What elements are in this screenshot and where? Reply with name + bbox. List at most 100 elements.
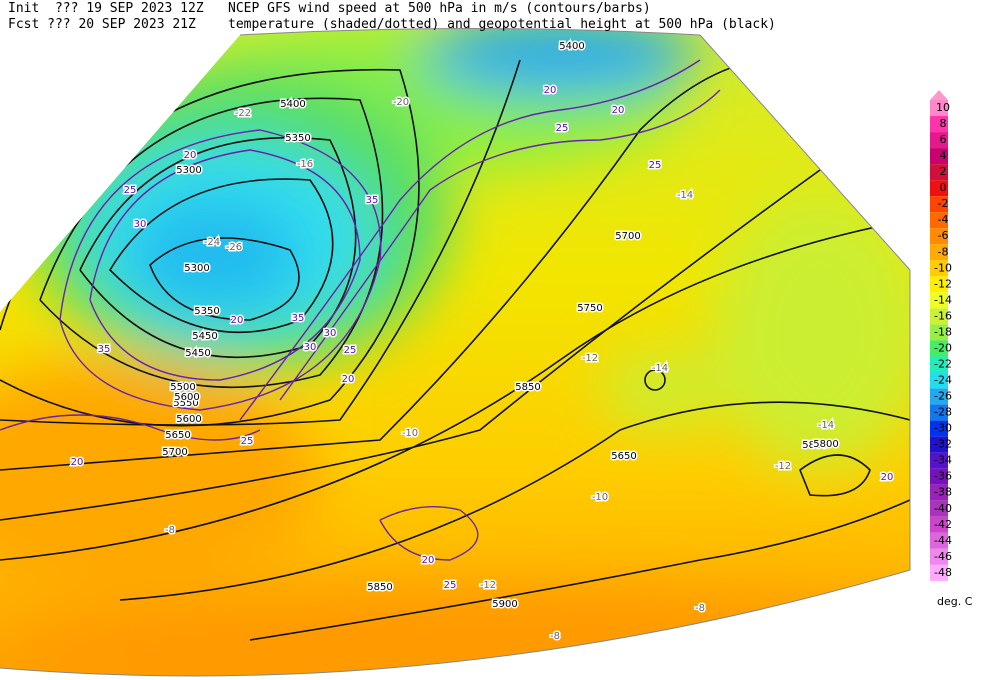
- wind-label: 25: [344, 345, 357, 356]
- height-contours: [0, 59, 910, 641]
- colorbar-swatch: [930, 500, 948, 517]
- height-label: 5350: [194, 306, 219, 317]
- colorbar-label: -42: [934, 518, 952, 531]
- colorbar-swatch: [930, 484, 948, 501]
- colorbar-swatch: [930, 148, 948, 165]
- colorbar-label: 2: [940, 165, 947, 178]
- temp-label: -12: [775, 461, 791, 472]
- colorbar-swatch: [930, 516, 948, 533]
- wind-label: 20: [342, 374, 355, 385]
- wind-label: 25: [649, 160, 662, 171]
- colorbar-swatch: [930, 116, 948, 133]
- colorbar-label: -38: [934, 486, 952, 499]
- colorbar-label: 10: [936, 101, 950, 114]
- colorbar-label: -4: [938, 213, 949, 226]
- wind-label: 30: [324, 328, 337, 339]
- temp-label: -10: [592, 492, 608, 503]
- wind-label: 20: [422, 555, 435, 566]
- height-label: 5800: [802, 440, 827, 451]
- colorbar-swatch: [930, 420, 948, 437]
- wind-label: 20: [612, 105, 625, 116]
- colorbar-swatch: [930, 260, 948, 277]
- colorbar-swatch: [930, 164, 948, 181]
- temp-label: -22: [235, 108, 251, 119]
- colorbar-swatch: [930, 404, 948, 421]
- height-label: 5800: [813, 439, 838, 450]
- temp-label: -10: [402, 428, 418, 439]
- colorbar-swatch: [930, 308, 948, 325]
- colorbar-swatch: [930, 340, 948, 357]
- title-line-2: temperature (shaded/dotted) and geopoten…: [228, 17, 776, 32]
- colorbar-label: -32: [934, 438, 952, 451]
- colorbar-swatch: [930, 532, 948, 549]
- height-label: 5400: [559, 41, 584, 52]
- colorbar-label: 0: [940, 181, 947, 194]
- colorbar-label: -20: [934, 341, 952, 354]
- colorbar-units: deg. C: [937, 595, 973, 608]
- colorbar-label: -34: [934, 454, 952, 467]
- wind-label: 20: [231, 315, 244, 326]
- wind-label: 25: [241, 436, 254, 447]
- colorbar-label: -46: [934, 550, 952, 563]
- temp-label: -12: [480, 580, 496, 591]
- init-label: Init ??? 19 SEP 2023 12Z: [8, 1, 204, 16]
- colorbar-label: -36: [934, 470, 952, 483]
- colorbar-swatch: [930, 292, 948, 309]
- temp-label: -14: [677, 190, 693, 201]
- colorbar-swatch: [930, 100, 948, 117]
- height-label: 5650: [611, 451, 636, 462]
- height-label: 5500: [170, 382, 195, 393]
- colorbar-label: -10: [934, 261, 952, 274]
- wind-label: 25: [444, 580, 457, 591]
- colorbar-label: -14: [934, 293, 952, 306]
- colorbar-label: -48: [934, 566, 952, 579]
- temp-label: -8: [695, 603, 705, 614]
- wind-label: 35: [98, 344, 111, 355]
- colorbar-swatch: [930, 564, 948, 581]
- temp-label: -26: [226, 242, 242, 253]
- height-label: 5350: [285, 133, 310, 144]
- colorbar-label: -18: [934, 325, 952, 338]
- colorbar-swatch: [930, 180, 948, 197]
- wind-label: 20: [544, 85, 557, 96]
- colorbar-swatch: [930, 388, 948, 405]
- fcst-label: Fcst ??? 20 SEP 2023 21Z: [8, 17, 196, 32]
- colorbar-label: -16: [934, 309, 952, 322]
- colorbar-swatch: [930, 244, 948, 261]
- colorbar-label: -44: [934, 534, 952, 547]
- wind-label: 35: [292, 313, 305, 324]
- colorbar-swatch: [930, 276, 948, 293]
- height-label: 5850: [367, 582, 392, 593]
- temp-label: -14: [818, 420, 834, 431]
- wind-label: 30: [304, 342, 317, 353]
- height-label: 5700: [615, 231, 640, 242]
- colorbar-label: -12: [934, 277, 952, 290]
- colorbar-label: -28: [934, 406, 952, 419]
- wind-label: 20: [184, 150, 197, 161]
- height-label: 5700: [162, 447, 187, 458]
- colorbar-swatch: [930, 372, 948, 389]
- colorbar-label: 6: [940, 133, 947, 146]
- colorbar-swatch: [930, 548, 948, 565]
- height-label: 5450: [185, 348, 210, 359]
- wind-contours: [0, 59, 721, 561]
- colorbar-swatch: [930, 196, 948, 213]
- colorbar-swatch: [930, 212, 948, 229]
- height-label: 5450: [192, 331, 217, 342]
- height-label: 5300: [176, 165, 201, 176]
- colorbar-swatch: [930, 356, 948, 373]
- height-label: 5600: [174, 392, 199, 403]
- temp-label: -12: [582, 353, 598, 364]
- height-label: 5300: [184, 263, 209, 274]
- height-label: 5750: [577, 303, 602, 314]
- temp-label: -8: [165, 525, 175, 536]
- colorbar-swatch: [930, 452, 948, 469]
- wind-label: 25: [124, 185, 137, 196]
- height-label: 5850: [515, 382, 540, 393]
- temp-label: -20: [393, 97, 409, 108]
- temp-label: -14: [652, 363, 668, 374]
- colorbar-label: 8: [940, 117, 947, 130]
- temp-label: -8: [550, 631, 560, 642]
